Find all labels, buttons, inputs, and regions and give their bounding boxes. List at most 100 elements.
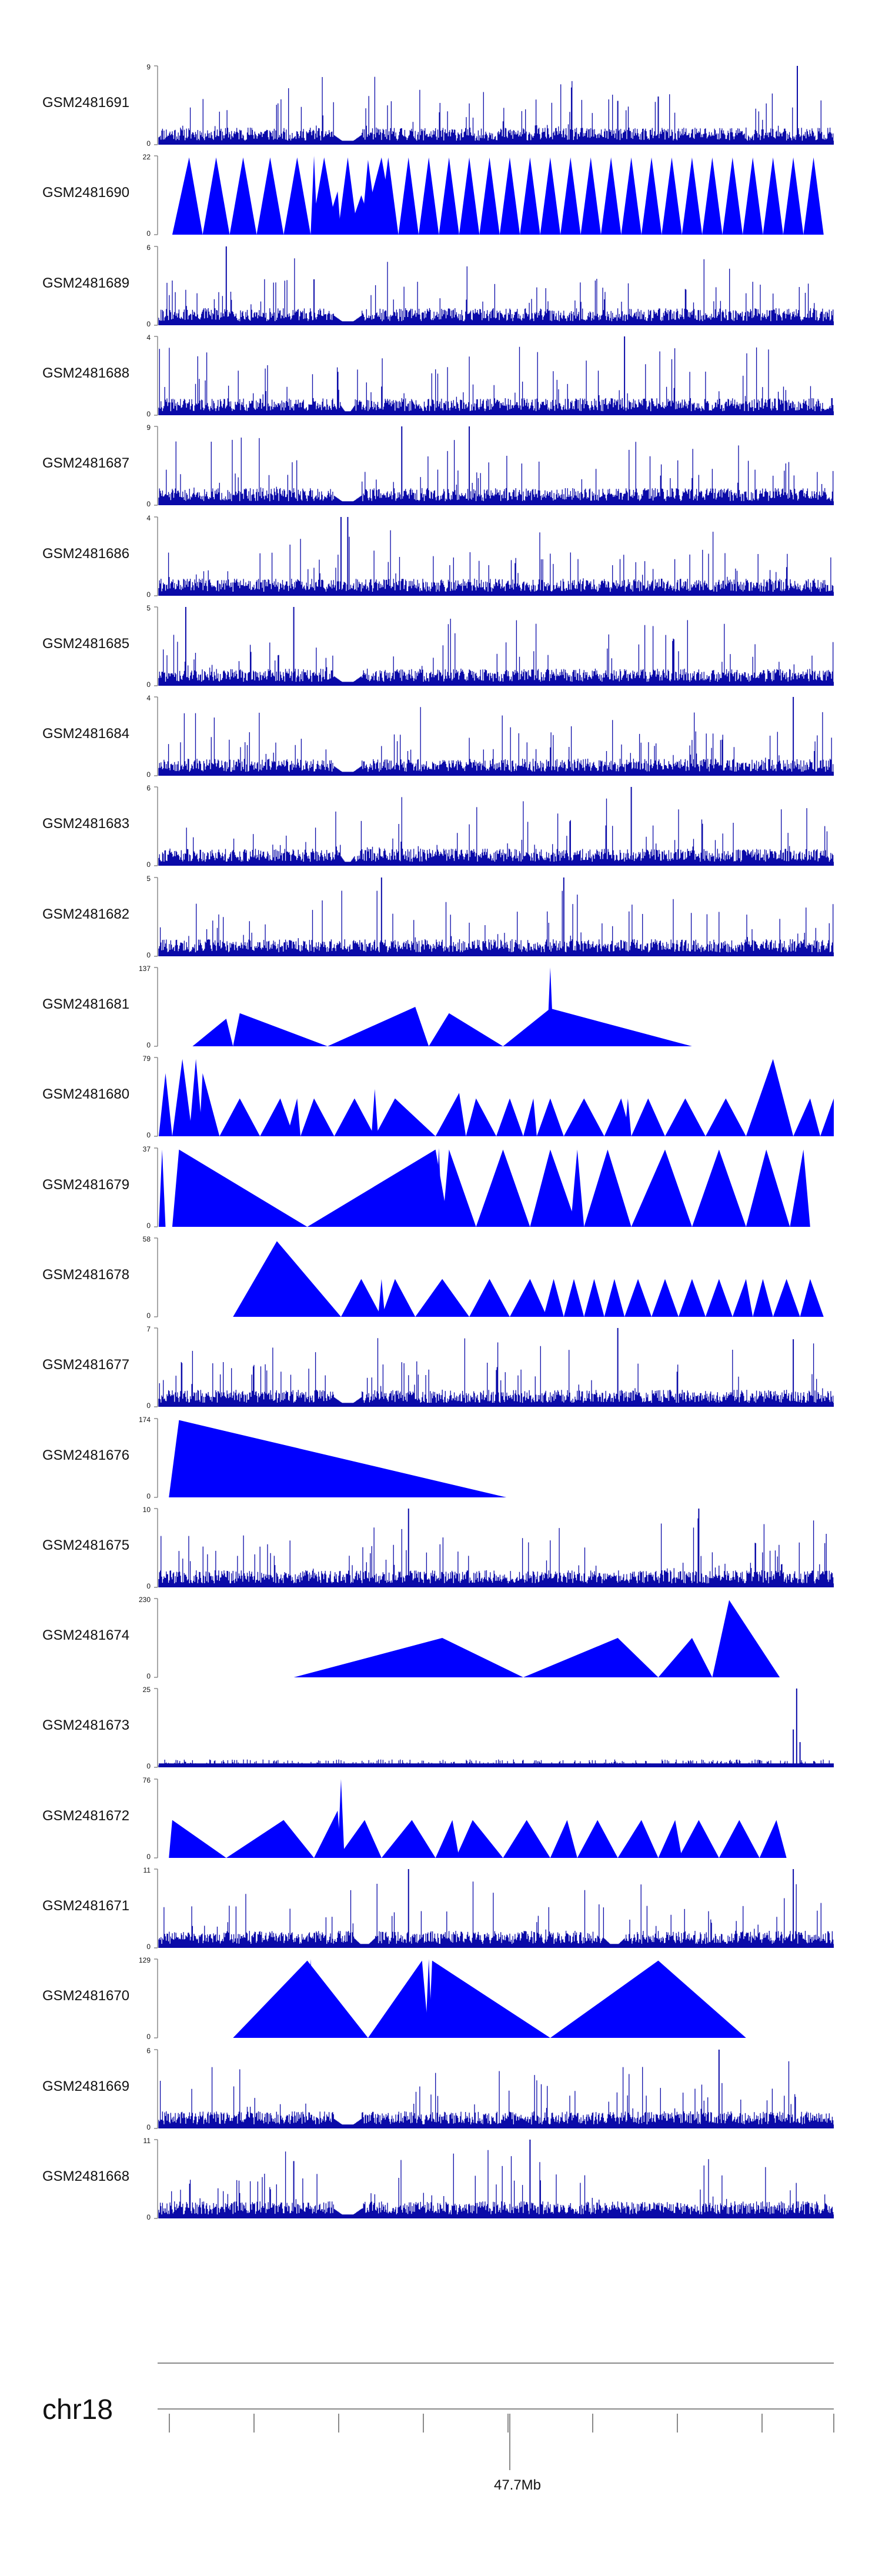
signal-peak bbox=[415, 1279, 470, 1317]
signal-peak bbox=[159, 1149, 166, 1227]
signal-baseline bbox=[159, 682, 834, 686]
track-GSM2481685: GSM2481685 5 0 bbox=[0, 605, 882, 696]
track-plot: 60 bbox=[146, 2047, 834, 2131]
signal-peak bbox=[570, 1149, 584, 1227]
signal-baseline bbox=[159, 1403, 834, 1407]
track-plot: 76 0 bbox=[143, 1777, 787, 1861]
y-max-label: 6 bbox=[146, 244, 151, 252]
signal-peak bbox=[662, 157, 682, 235]
signal-peak bbox=[324, 191, 341, 235]
signal-peak bbox=[523, 1638, 659, 1678]
chromosome-label: chr18 bbox=[42, 2394, 113, 2425]
signal-peak bbox=[368, 1960, 429, 2038]
track-plot: 50 bbox=[146, 605, 834, 689]
signal-peak bbox=[631, 1098, 665, 1137]
track-label: GSM2481676 bbox=[42, 1447, 130, 1463]
signal-peak bbox=[503, 1820, 550, 1858]
position-tick-label: 47.7Mb bbox=[493, 2477, 542, 2493]
track-plot: 40 bbox=[146, 334, 834, 418]
signal-peak bbox=[256, 157, 284, 235]
signal-peak bbox=[743, 157, 763, 235]
signal-peak bbox=[189, 1059, 203, 1137]
signal-baseline bbox=[159, 952, 834, 956]
signal-peak bbox=[202, 157, 230, 235]
track-plot: 40 bbox=[146, 515, 834, 599]
signal-peak bbox=[523, 1098, 537, 1137]
signal-peak bbox=[378, 157, 399, 235]
track-GSM2481669: GSM2481669 6 0 bbox=[0, 2047, 882, 2138]
signal-baseline bbox=[159, 411, 834, 415]
signal-peak bbox=[219, 1098, 260, 1137]
y-max-label: 137 bbox=[139, 965, 151, 973]
track-label: GSM2481690 bbox=[42, 185, 130, 201]
signal-peak bbox=[746, 1059, 794, 1137]
signal-peak bbox=[753, 1279, 773, 1317]
y-min-label: 0 bbox=[146, 1943, 151, 1951]
y-min-label: 0 bbox=[146, 500, 151, 508]
signal-peak bbox=[773, 1279, 800, 1317]
signal-peak bbox=[678, 1820, 719, 1858]
y-max-label: 5 bbox=[146, 875, 151, 883]
y-min-label: 0 bbox=[146, 229, 151, 238]
track-GSM2481686: GSM2481686 4 0 bbox=[0, 515, 882, 606]
signal-peak bbox=[550, 1960, 746, 2038]
signal-peak bbox=[172, 1059, 193, 1137]
signal-peak bbox=[398, 157, 419, 235]
signal-baseline bbox=[159, 591, 834, 596]
track-GSM2481670: GSM2481670 129 0 bbox=[0, 1957, 882, 2048]
signal-peak bbox=[722, 157, 743, 235]
signal-peak bbox=[652, 1279, 679, 1317]
y-max-label: 4 bbox=[146, 334, 151, 342]
track-label: GSM2481679 bbox=[42, 1176, 130, 1193]
signal-baseline bbox=[159, 141, 834, 145]
signal-peak bbox=[658, 1638, 713, 1678]
track-plot: 79 0 bbox=[143, 1055, 834, 1139]
track-plot: 60 bbox=[146, 785, 834, 869]
signal-peak bbox=[314, 1810, 341, 1858]
track-GSM2481682: GSM2481682 5 0 bbox=[0, 875, 882, 966]
signal-peak bbox=[233, 1241, 341, 1317]
track-label: GSM2481687 bbox=[42, 455, 130, 472]
track-label: GSM2481688 bbox=[42, 365, 130, 381]
signal-peak bbox=[459, 157, 480, 235]
signal-peak bbox=[226, 1820, 315, 1858]
signal-peak bbox=[560, 157, 581, 235]
y-min-label: 0 bbox=[146, 1312, 151, 1320]
track-plot: 50 bbox=[146, 875, 834, 959]
signal-baseline bbox=[159, 501, 834, 506]
signal-peak bbox=[169, 1420, 507, 1497]
signal-peak bbox=[793, 1098, 821, 1137]
signal-peak bbox=[732, 1279, 753, 1317]
signal-peak bbox=[604, 1279, 625, 1317]
signal-peak bbox=[678, 1279, 706, 1317]
signal-baseline bbox=[159, 2214, 834, 2218]
signal-peak bbox=[665, 1098, 706, 1137]
track-plot: 40 bbox=[146, 695, 834, 779]
signal-peak bbox=[621, 157, 642, 235]
signal-peak bbox=[803, 157, 824, 235]
y-min-label: 0 bbox=[146, 680, 151, 689]
track-GSM2481683: GSM2481683 6 0 bbox=[0, 785, 882, 876]
signal-peak bbox=[371, 1089, 379, 1137]
track-GSM2481672: GSM2481672 76 0 bbox=[0, 1777, 882, 1868]
track-plot: 22 0 bbox=[143, 154, 824, 238]
track-plot: 129 0 bbox=[139, 1957, 746, 2041]
signal-peak bbox=[631, 1149, 692, 1227]
track-label: GSM2481671 bbox=[42, 1898, 130, 1914]
track-GSM2481675: GSM2481675 10 0 bbox=[0, 1506, 882, 1597]
track-plot: 90 bbox=[146, 64, 834, 148]
y-min-label: 0 bbox=[146, 139, 151, 148]
signal-peak bbox=[172, 157, 203, 235]
y-max-label: 129 bbox=[139, 1957, 151, 1964]
signal-peak bbox=[584, 1279, 604, 1317]
track-label: GSM2481677 bbox=[42, 1357, 130, 1373]
track-plot: 10 0 bbox=[143, 1506, 834, 1590]
signal-peak bbox=[681, 157, 703, 235]
signal-peak bbox=[783, 157, 804, 235]
track-GSM2481689: GSM2481689 6 0 bbox=[0, 244, 882, 335]
y-min-label: 0 bbox=[146, 1853, 151, 1861]
signal-peak bbox=[624, 1279, 652, 1317]
track-GSM2481668: GSM2481668 11 0 bbox=[0, 2137, 882, 2228]
track-label: GSM2481686 bbox=[42, 545, 130, 562]
